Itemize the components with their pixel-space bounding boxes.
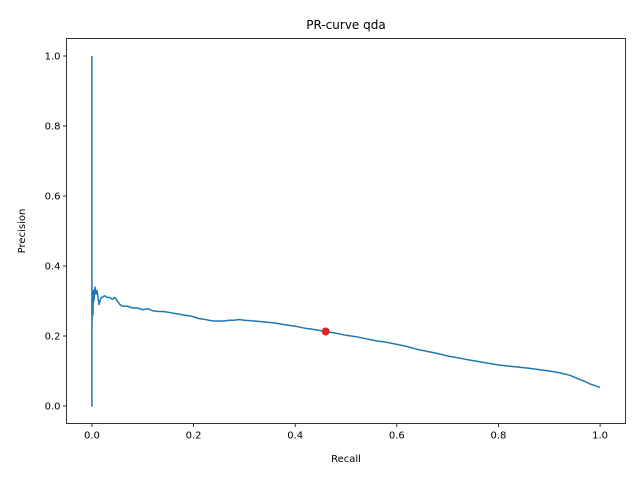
y-axis-title: Precision <box>17 209 28 254</box>
y-tick-label: 0.0 <box>45 402 61 413</box>
y-tick-label: 0.8 <box>45 122 61 133</box>
operating-point-marker <box>321 327 330 336</box>
y-tick-label: 0.6 <box>45 192 61 203</box>
series-line-0 <box>91 56 601 407</box>
x-tick-label: 0.8 <box>491 431 507 442</box>
y-tick-label: 0.4 <box>45 262 61 273</box>
axis-ticks: 0.0 0.2 0.4 0.6 0.8 1.0 0.0 0.2 0.4 0.6 0.8 1.0 <box>45 52 608 442</box>
x-tick-label: 0.2 <box>186 431 202 442</box>
x-tick-label: 1.0 <box>592 431 608 442</box>
y-tick-label: 1.0 <box>45 52 61 63</box>
chart-title: PR-curve qda <box>306 18 385 32</box>
x-tick-label: 0.0 <box>84 431 100 442</box>
x-axis-title: Recall <box>331 454 361 465</box>
x-tick-label: 0.4 <box>287 431 303 442</box>
y-tick-label: 0.2 <box>45 332 61 343</box>
axes-frame <box>66 38 626 424</box>
x-tick-label: 0.6 <box>389 431 405 442</box>
plot-area <box>91 56 601 407</box>
